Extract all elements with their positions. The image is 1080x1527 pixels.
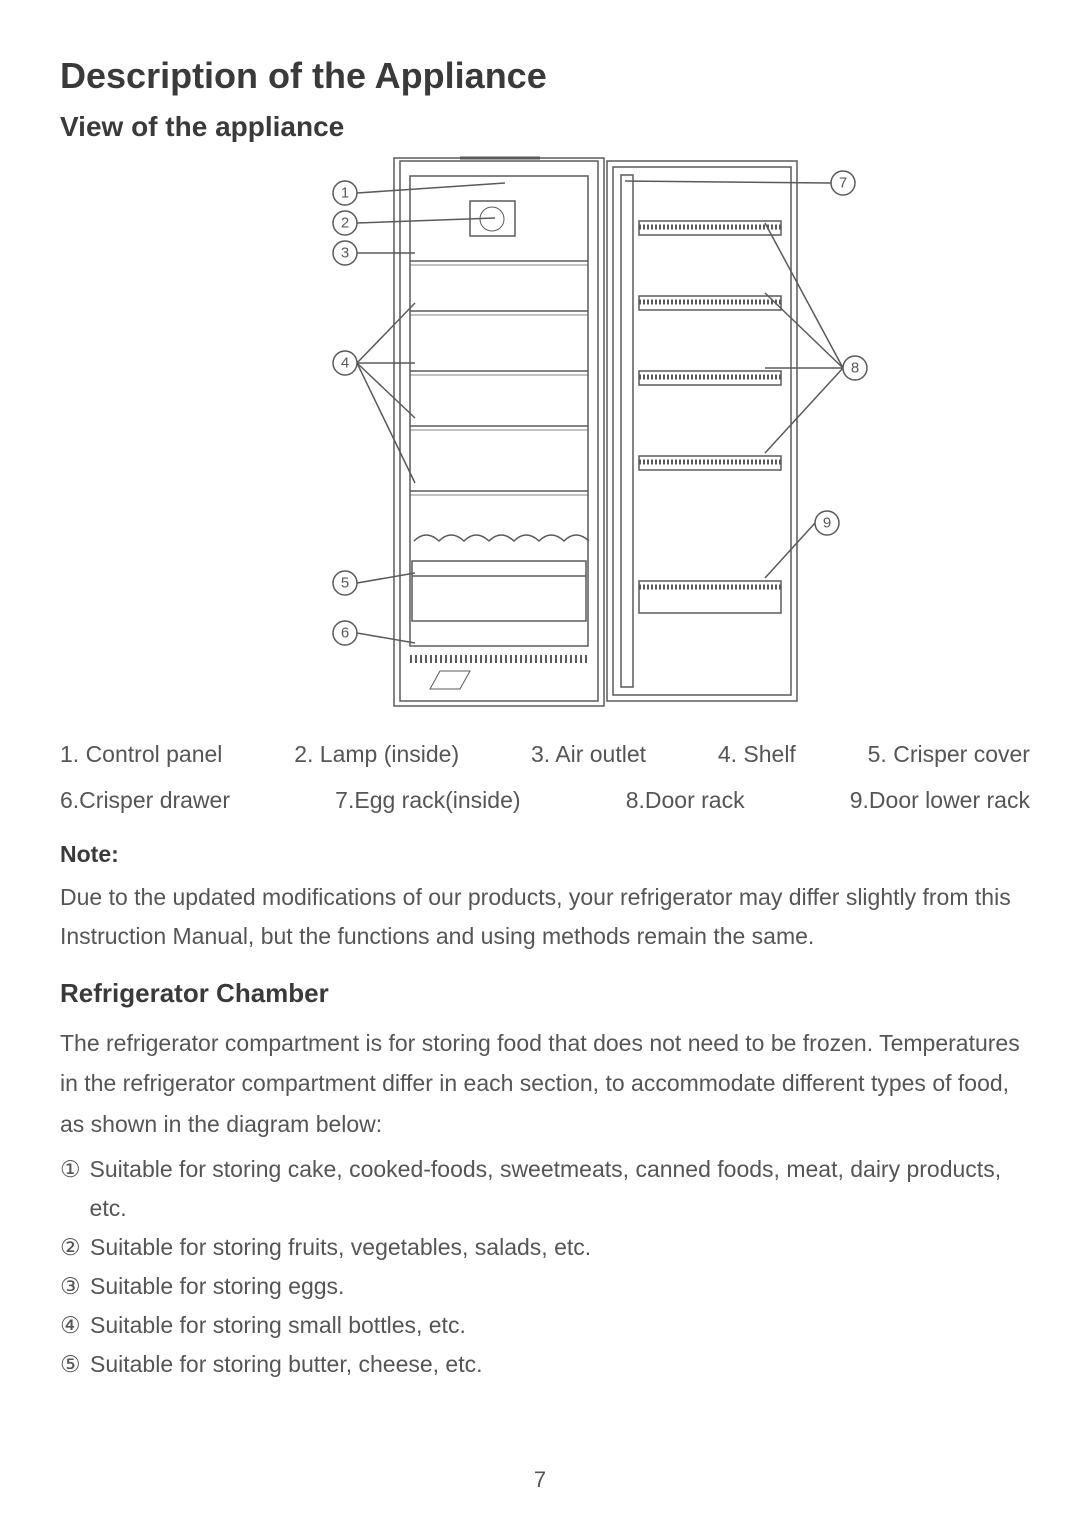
parts-legend-row2: 6.Crisper drawer 7.Egg rack(inside) 8.Door… [60,777,1030,823]
note-label: Note: [60,841,1030,868]
circled-number: ⑤ [60,1345,90,1384]
chamber-list-text: Suitable for storing butter, cheese, etc… [90,1345,483,1384]
circled-number: ② [60,1228,90,1267]
parts-legend-item: 2. Lamp (inside) [294,731,459,777]
appliance-diagram: 1 2 3 4 5 6 7 8 9 [205,153,885,713]
svg-text:7: 7 [839,175,847,192]
chamber-list-item: ① Suitable for storing cake, cooked-food… [60,1150,1030,1228]
svg-text:8: 8 [851,360,859,377]
svg-text:1: 1 [341,185,349,202]
parts-legend-item: 7.Egg rack(inside) [335,777,520,823]
chamber-list-item: ⑤ Suitable for storing butter, cheese, e… [60,1345,1030,1384]
page-number: 7 [0,1467,1080,1493]
parts-legend-item: 8.Door rack [626,777,745,823]
parts-legend-item: 3. Air outlet [531,731,646,777]
circled-number: ① [60,1150,90,1189]
chamber-list-text: Suitable for storing eggs. [90,1267,344,1306]
parts-legend-item: 4. Shelf [718,731,796,777]
svg-text:3: 3 [341,245,349,262]
page-title: Description of the Appliance [60,55,1030,97]
svg-text:4: 4 [341,355,349,372]
note-body: Due to the updated modifications of our … [60,878,1030,956]
svg-text:9: 9 [823,515,831,532]
parts-legend-row1: 1. Control panel 2. Lamp (inside) 3. Air o… [60,731,1030,777]
svg-text:2: 2 [341,215,349,232]
chamber-body: The refrigerator compartment is for stor… [60,1023,1030,1144]
appliance-diagram-container: 1 2 3 4 5 6 7 8 9 [60,153,1030,713]
chamber-list-text: Suitable for storing cake, cooked-foods,… [90,1150,1030,1228]
chamber-title: Refrigerator Chamber [60,978,1030,1009]
chamber-list-item: ② Suitable for storing fruits, vegetable… [60,1228,1030,1267]
parts-legend-item: 6.Crisper drawer [60,777,230,823]
chamber-list: ① Suitable for storing cake, cooked-food… [60,1150,1030,1385]
svg-text:5: 5 [341,575,349,592]
chamber-list-item: ④ Suitable for storing small bottles, et… [60,1306,1030,1345]
svg-text:6: 6 [341,625,349,642]
chamber-list-item: ③ Suitable for storing eggs. [60,1267,1030,1306]
chamber-list-text: Suitable for storing fruits, vegetables,… [90,1228,591,1267]
parts-legend-item: 9.Door lower rack [850,777,1030,823]
chamber-list-text: Suitable for storing small bottles, etc. [90,1306,466,1345]
section-subtitle: View of the appliance [60,111,1030,143]
parts-legend-item: 1. Control panel [60,731,222,777]
parts-legend: 1. Control panel 2. Lamp (inside) 3. Air o… [60,731,1030,823]
circled-number: ④ [60,1306,90,1345]
circled-number: ③ [60,1267,90,1306]
parts-legend-item: 5. Crisper cover [868,731,1030,777]
